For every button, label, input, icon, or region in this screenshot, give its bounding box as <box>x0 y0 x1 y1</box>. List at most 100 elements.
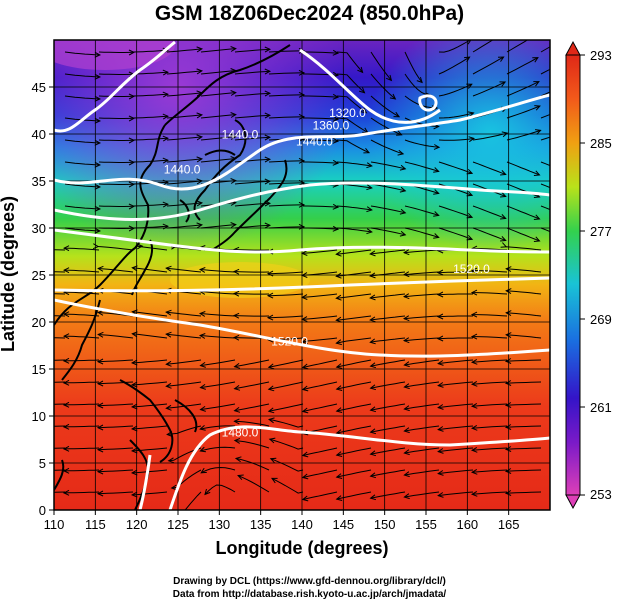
streamline-arrow <box>433 167 440 173</box>
streamline-arrow <box>470 490 478 497</box>
streamline <box>233 315 270 317</box>
streamline-arrow <box>266 270 274 277</box>
streamline-arrow <box>62 245 70 252</box>
streamline-arrow <box>470 468 478 475</box>
colorbar-top-arrow <box>565 40 581 56</box>
streamline <box>437 315 473 318</box>
streamline-arrow <box>369 428 377 435</box>
streamline <box>437 271 473 274</box>
streamline-arrow <box>30 292 35 297</box>
streamline <box>370 227 406 236</box>
streamline <box>370 161 406 170</box>
streamline <box>166 136 202 141</box>
streamline <box>506 268 542 273</box>
streamline-arrow <box>369 384 377 391</box>
streamline <box>437 293 473 296</box>
streamline <box>336 337 372 344</box>
streamline-arrow <box>196 222 204 229</box>
streamline <box>267 315 304 319</box>
streamline <box>505 403 542 406</box>
streamline <box>268 403 304 412</box>
streamline-arrow <box>466 212 474 219</box>
streamline-arrow <box>162 91 169 98</box>
streamline-arrow <box>267 363 275 370</box>
streamline-arrow <box>165 360 172 367</box>
streamline <box>506 334 542 339</box>
streamline <box>472 425 508 429</box>
streamline <box>505 469 542 472</box>
streamline-arrow <box>505 332 512 339</box>
streamline <box>54 249 66 251</box>
streamline-arrow <box>357 66 364 74</box>
streamline-arrow <box>335 339 342 346</box>
streamline-arrow <box>264 112 272 119</box>
height-contours <box>54 40 550 510</box>
streamline <box>132 115 168 119</box>
streamline <box>268 226 304 229</box>
streamline <box>166 224 202 229</box>
streamline <box>336 139 370 154</box>
x-tick-label: 125 <box>167 517 189 532</box>
streamline <box>64 161 100 166</box>
streamline <box>302 337 338 343</box>
streamline-arrow <box>402 249 410 256</box>
streamline-arrow <box>298 157 306 164</box>
streamline <box>200 403 236 411</box>
streamline-arrow <box>94 183 102 190</box>
streamline-arrow <box>196 178 204 185</box>
streamline-arrow <box>436 291 444 298</box>
colorbar-tick-label: 253 <box>590 487 612 502</box>
streamline <box>336 271 372 277</box>
streamline-arrow <box>369 272 376 279</box>
streamline-arrow <box>363 147 371 154</box>
streamline-arrow <box>335 407 343 413</box>
streamline <box>166 92 202 97</box>
streamline <box>132 203 168 207</box>
streamline-arrow <box>403 361 410 368</box>
streamline <box>505 491 542 494</box>
streamline-arrow <box>97 309 104 316</box>
streamline-arrow <box>335 363 343 369</box>
streamline <box>200 381 236 389</box>
streamline <box>98 334 134 339</box>
streamline <box>166 333 202 339</box>
streamline <box>200 313 236 317</box>
streamline <box>540 205 550 211</box>
streamline-arrow <box>96 402 104 409</box>
streamline <box>438 447 474 453</box>
streamline <box>540 161 550 167</box>
streamline-arrow <box>165 309 172 316</box>
streamline-arrow <box>369 338 376 345</box>
streamline <box>97 491 134 495</box>
streamline <box>132 425 168 430</box>
streamline-arrow <box>62 467 70 474</box>
streamline <box>98 51 135 53</box>
streamline <box>404 271 440 276</box>
streamline-arrow <box>399 164 407 171</box>
streamline <box>267 271 304 275</box>
streamline-arrow <box>230 46 237 52</box>
streamline-arrow <box>403 471 410 478</box>
streamline <box>472 248 508 251</box>
streamline <box>472 132 508 141</box>
streamline <box>336 403 372 412</box>
streamline <box>303 51 339 54</box>
streamline-arrow <box>470 289 478 296</box>
streamline-arrow <box>533 81 540 87</box>
streamline-arrow <box>162 201 169 208</box>
streamline-arrow <box>96 380 104 387</box>
streamline-arrow <box>233 362 241 369</box>
x-tick-label: 110 <box>44 517 65 532</box>
streamline-arrow <box>269 457 277 464</box>
streamline-arrow <box>196 200 204 207</box>
contour-label: 1440.0 <box>222 128 259 142</box>
streamline <box>506 290 542 295</box>
streamline-arrow <box>504 358 512 364</box>
streamline <box>370 73 396 100</box>
x-tick-label: 145 <box>332 517 354 532</box>
streamline-arrow <box>130 469 138 476</box>
streamline <box>234 92 270 97</box>
streamline-arrow <box>301 495 309 502</box>
streamline-arrow <box>230 90 237 96</box>
streamline-arrow <box>369 494 377 501</box>
